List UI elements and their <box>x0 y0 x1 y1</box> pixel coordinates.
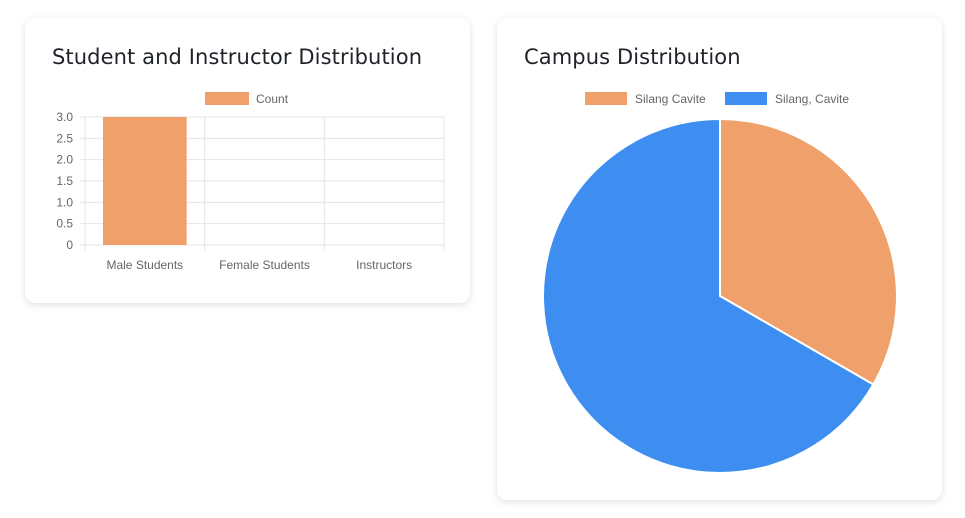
y-tick-label: 0.5 <box>56 217 73 231</box>
legend-item[interactable]: Silang Cavite <box>585 92 706 106</box>
y-tick-label: 1.5 <box>56 174 73 188</box>
y-tick-label: 3.0 <box>56 110 73 124</box>
bars <box>103 117 187 245</box>
y-axis-ticks: 0 0.5 1.0 1.5 2.0 2.5 3.0 <box>56 110 73 252</box>
y-tick-label: 2.5 <box>56 131 73 145</box>
x-axis-ticks: Male Students Female Students Instructors <box>106 258 412 272</box>
pie-chart: Silang Cavite Silang, Cavite <box>542 92 898 474</box>
x-tick-label: Female Students <box>219 258 310 272</box>
bar-chart-card: Student and Instructor Distribution Coun… <box>25 18 470 303</box>
pie-slices <box>542 117 898 474</box>
bar-chart-title: Student and Instructor Distribution <box>52 45 423 69</box>
pie-chart-title: Campus Distribution <box>524 45 741 69</box>
pie-slice[interactable] <box>719 117 898 386</box>
pie-chart-card: Campus Distribution Silang Cavite Silang,… <box>497 18 942 500</box>
y-tick-label: 2.0 <box>56 153 73 167</box>
bar[interactable] <box>103 117 187 245</box>
bar-chart: Count 0 0.5 1.0 1.5 2.0 2.5 3.0 Male Students F… <box>56 92 445 272</box>
x-tick-label: Instructors <box>356 258 412 272</box>
svg-text:Silang Cavite: Silang Cavite <box>635 92 706 106</box>
x-tick-label: Male Students <box>106 258 183 272</box>
svg-text:Silang, Cavite: Silang, Cavite <box>775 92 849 106</box>
legend-item[interactable]: Silang, Cavite <box>725 92 849 106</box>
y-tick-label: 1.0 <box>56 195 73 209</box>
legend-label-count: Count <box>256 92 289 106</box>
pie-legend: Silang Cavite Silang, Cavite <box>585 92 849 106</box>
y-tick-label: 0 <box>66 238 73 252</box>
bar-legend[interactable]: Count <box>205 92 289 106</box>
pie-slice[interactable] <box>542 117 875 474</box>
